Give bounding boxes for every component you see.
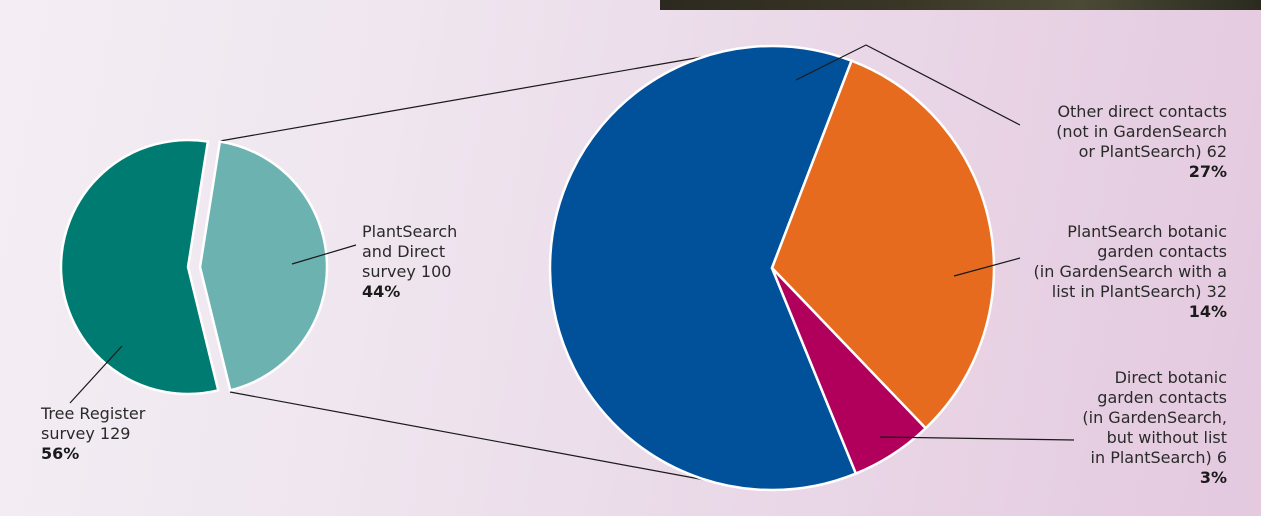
label-plantsearch-botanic-line4: list in PlantSearch) 32 bbox=[1034, 282, 1227, 302]
slice-tree-register bbox=[61, 140, 218, 394]
label-plantsearch-direct-line3: survey 100 bbox=[362, 262, 457, 282]
label-tree-register-line1: Tree Register bbox=[41, 404, 145, 424]
label-direct-botanic-line3: (in GardenSearch, bbox=[1082, 408, 1227, 428]
label-plantsearch-direct-line1: PlantSearch bbox=[362, 222, 457, 242]
label-direct-botanic-line2: garden contacts bbox=[1082, 388, 1227, 408]
label-direct-botanic-line1: Direct botanic bbox=[1082, 368, 1227, 388]
label-tree-register: Tree Register survey 129 56% bbox=[41, 404, 145, 464]
pie-chart-small bbox=[61, 140, 327, 394]
label-other-direct-line3: or PlantSearch) 62 bbox=[1056, 142, 1227, 162]
slice-plantsearch-direct bbox=[200, 142, 327, 391]
label-plantsearch-botanic-line2: garden contacts bbox=[1034, 242, 1227, 262]
pie-chart-large bbox=[550, 46, 994, 490]
label-direct-botanic-line5: in PlantSearch) 6 bbox=[1082, 448, 1227, 468]
label-plantsearch-botanic-line3: (in GardenSearch with a bbox=[1034, 262, 1227, 282]
label-tree-register-line2: survey 129 bbox=[41, 424, 145, 444]
label-other-direct-percent: 27% bbox=[1056, 162, 1227, 182]
label-plantsearch-botanic-percent: 14% bbox=[1034, 302, 1227, 322]
label-other-direct-line2: (not in GardenSearch bbox=[1056, 122, 1227, 142]
label-direct-botanic: Direct botanic garden contacts (in Garde… bbox=[1082, 368, 1227, 488]
label-other-direct-line1: Other direct contacts bbox=[1056, 102, 1227, 122]
label-plantsearch-direct-percent: 44% bbox=[362, 282, 457, 302]
label-direct-botanic-percent: 3% bbox=[1082, 468, 1227, 488]
label-plantsearch-direct-line2: and Direct bbox=[362, 242, 457, 262]
label-direct-botanic-line4: but without list bbox=[1082, 428, 1227, 448]
label-plantsearch-direct: PlantSearch and Direct survey 100 44% bbox=[362, 222, 457, 302]
label-plantsearch-botanic: PlantSearch botanic garden contacts (in … bbox=[1034, 222, 1227, 322]
label-other-direct-contacts: Other direct contacts (not in GardenSear… bbox=[1056, 102, 1227, 182]
label-plantsearch-botanic-line1: PlantSearch botanic bbox=[1034, 222, 1227, 242]
label-tree-register-percent: 56% bbox=[41, 444, 145, 464]
